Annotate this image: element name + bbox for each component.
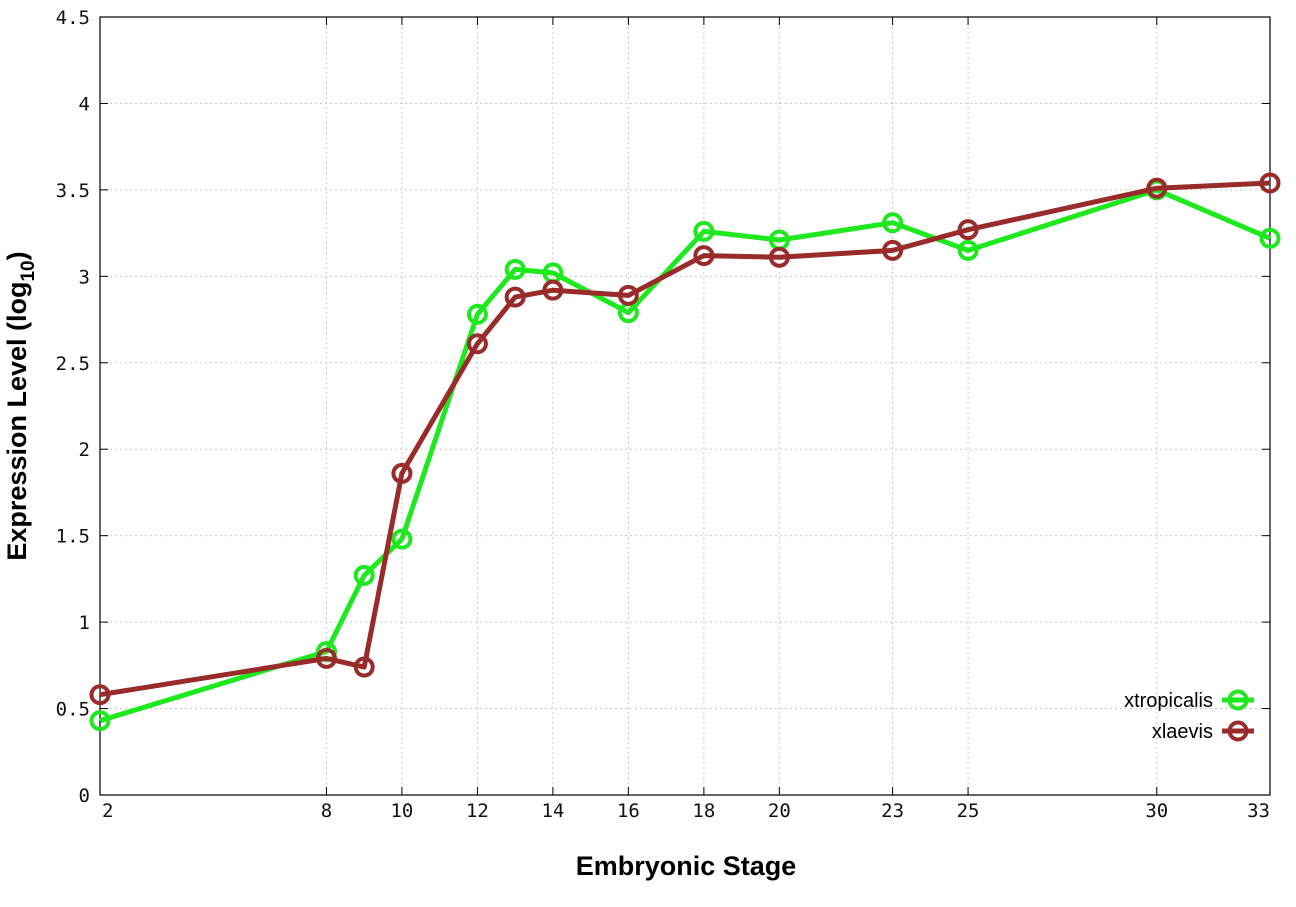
series-line [99,180,1271,698]
y-tick-label: 2.5 [56,353,90,375]
x-tick-label: 20 [768,800,791,822]
series-line [99,187,1271,724]
legend-item: xlaevis [1152,720,1254,743]
legend-label: xtropicalis [1124,690,1213,712]
y-axis-tick-labels: 0 0.5 1 1.5 2 2.5 3 3.5 4 4.5 [56,7,90,807]
y-tick-label: 0 [79,785,90,807]
legend-item: xtropicalis [1124,689,1254,712]
data-point [1259,172,1281,194]
legend-label: xlaevis [1152,721,1213,743]
data-point [882,239,904,261]
series-xlaevis [89,172,1281,706]
plot-frame [99,16,1271,796]
data-point [768,246,790,268]
y-axis-title-subscript: 10 [18,260,39,281]
data-point [89,684,111,706]
data-point [957,219,979,241]
y-tick-label: 3 [79,266,90,288]
y-axis-title-main: Expression Level (log [2,282,32,561]
x-tick-label: 33 [1247,800,1270,822]
data-point [391,462,413,484]
data-series [89,172,1281,732]
x-tick-label: 23 [881,800,904,822]
legend-marker [1227,720,1249,742]
y-tick-label: 4.5 [56,7,90,29]
data-point [1146,177,1168,199]
y-tick-label: 3.5 [56,180,90,202]
data-point [882,212,904,234]
data-point [391,528,413,550]
data-point [466,333,488,355]
data-point [315,647,337,669]
y-tick-label: 1 [79,612,90,634]
data-point [542,279,564,301]
x-tick-label: 25 [957,800,980,822]
grid-lines [100,17,1270,795]
data-point [617,284,639,306]
data-point [466,303,488,325]
y-axis-title-close: ) [2,251,32,260]
data-point [693,245,715,267]
x-tick-label: 8 [321,800,332,822]
data-point [353,656,375,678]
data-point [504,258,526,280]
legend: xtropicalis xlaevis [1124,689,1254,743]
x-tick-label: 14 [541,800,564,822]
x-tick-label: 12 [466,800,489,822]
data-point [89,710,111,732]
y-axis-title: Expression Level (log10) [2,251,39,560]
y-tick-label: 0.5 [56,699,90,721]
data-point [1259,227,1281,249]
y-tick-label: 2 [79,439,90,461]
y-tick-label: 4 [79,93,90,115]
axis-ticks [99,16,1271,796]
data-point [504,286,526,308]
x-tick-label: 16 [617,800,640,822]
legend-marker [1227,689,1249,711]
x-tick-label: 18 [692,800,715,822]
y-tick-label: 1.5 [56,526,90,548]
x-tick-label: 30 [1145,800,1168,822]
x-tick-label: 10 [390,800,413,822]
x-axis-tick-labels: 2 8 10 12 14 16 18 20 23 25 30 33 [102,800,1270,822]
x-axis-title: Embryonic Stage [576,851,797,881]
x-tick-label: 2 [102,800,113,822]
data-point [693,220,715,242]
data-point [353,564,375,586]
data-point [957,239,979,261]
